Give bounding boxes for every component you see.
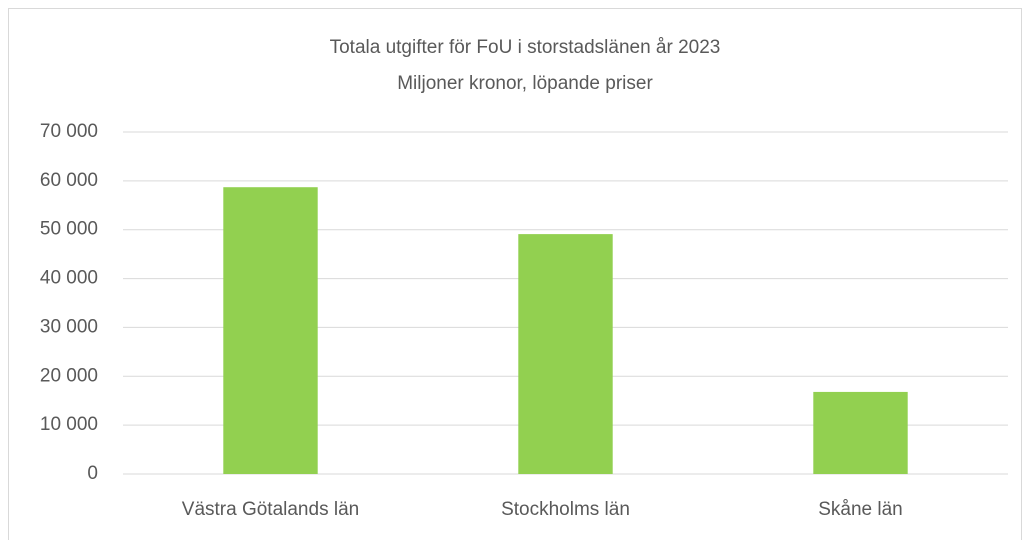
y-tick-label: 20 000 xyxy=(40,365,98,386)
bar xyxy=(813,391,908,474)
y-tick-label: 60 000 xyxy=(40,170,98,191)
chart-title: Totala utgifter för FoU i storstadslänen… xyxy=(330,37,721,58)
chart-subtitle: Miljoner kronor, löpande priser xyxy=(397,73,653,94)
y-tick-label: 0 xyxy=(87,463,98,484)
x-tick-label: Skåne län xyxy=(818,499,903,520)
x-tick-label: Västra Götalands län xyxy=(182,499,359,520)
bar xyxy=(518,234,613,474)
y-tick-label: 30 000 xyxy=(40,316,98,337)
y-tick-label: 10 000 xyxy=(40,414,98,435)
y-tick-label: 40 000 xyxy=(40,268,98,289)
x-tick-label: Stockholms län xyxy=(501,499,630,520)
y-tick-label: 70 000 xyxy=(40,121,98,142)
y-tick-label: 50 000 xyxy=(40,219,98,240)
bar xyxy=(223,187,318,475)
